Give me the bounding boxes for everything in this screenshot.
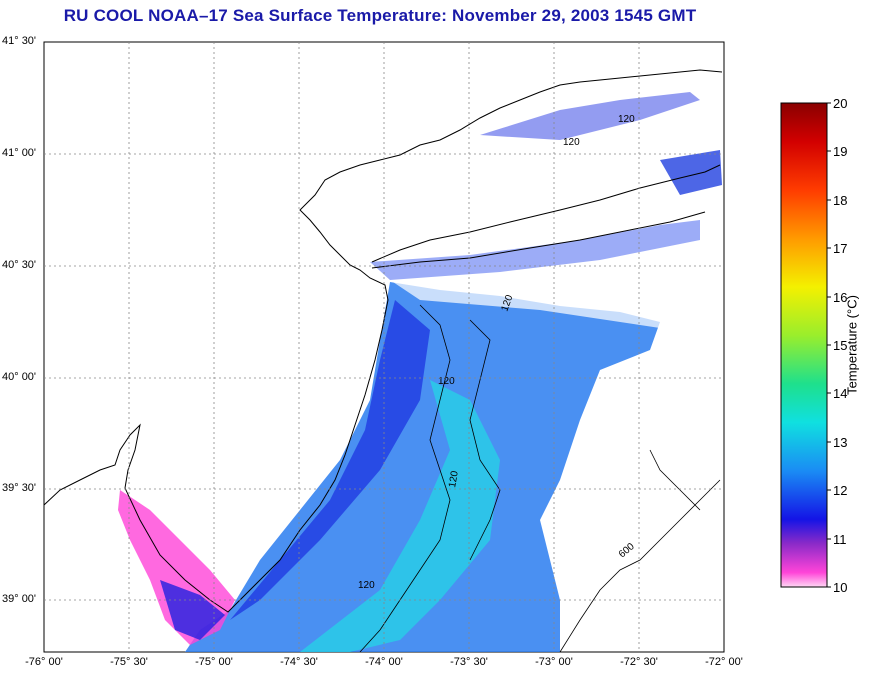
lat-label: 40° 00' xyxy=(2,371,37,383)
contour-label: 120 xyxy=(358,580,375,591)
colorbar xyxy=(780,102,828,588)
colorbar-tick-label: 20 xyxy=(833,96,848,111)
colorbar-tick-label: 11 xyxy=(833,532,847,547)
coastline xyxy=(43,69,723,613)
lat-label: 39° 30' xyxy=(2,482,37,494)
lon-label: -73° 00' xyxy=(535,656,573,668)
lat-label: 39° 00' xyxy=(2,593,37,605)
lat-label: 41° 30' xyxy=(2,35,37,47)
lat-label: 41° 00' xyxy=(2,147,37,159)
colorbar-tick-label: 16 xyxy=(833,290,848,305)
contour-label: 120 xyxy=(618,114,635,125)
lon-label: -75° 30' xyxy=(110,656,148,668)
lon-label: -74° 00' xyxy=(365,656,403,668)
colorbar-tick-label: 15 xyxy=(833,338,848,353)
colorbar-ticks xyxy=(827,102,831,588)
colorbar-tick-label: 13 xyxy=(833,435,848,450)
colorbar-tick-label: 10 xyxy=(833,580,848,595)
lon-label: -73° 30' xyxy=(450,656,488,668)
contour-label: 120 xyxy=(438,376,455,387)
colorbar-tick-label: 19 xyxy=(833,144,848,159)
map-title: RU COOL NOAA–17 Sea Surface Temperature:… xyxy=(63,6,697,25)
contour-label: 120 xyxy=(447,470,461,489)
bathymetry-contours xyxy=(359,304,721,653)
sst-field xyxy=(185,282,660,652)
lat-label: 40° 30' xyxy=(2,259,37,271)
colorbar-label: Temperature (°C) xyxy=(844,295,860,395)
lon-label: -74° 30' xyxy=(280,656,318,668)
lon-label: -76° 00' xyxy=(25,656,63,668)
colorbar-tick-label: 14 xyxy=(833,386,848,401)
lon-label: -75° 00' xyxy=(195,656,233,668)
colorbar-tick-label: 18 xyxy=(833,193,848,208)
lon-label: -72° 30' xyxy=(620,656,658,668)
graticule xyxy=(44,42,724,652)
lon-label: -72° 00' xyxy=(705,656,743,668)
colorbar-tick-label: 17 xyxy=(833,241,848,256)
contour-label: 120 xyxy=(563,137,580,148)
colorbar-tick-label: 12 xyxy=(833,483,848,498)
